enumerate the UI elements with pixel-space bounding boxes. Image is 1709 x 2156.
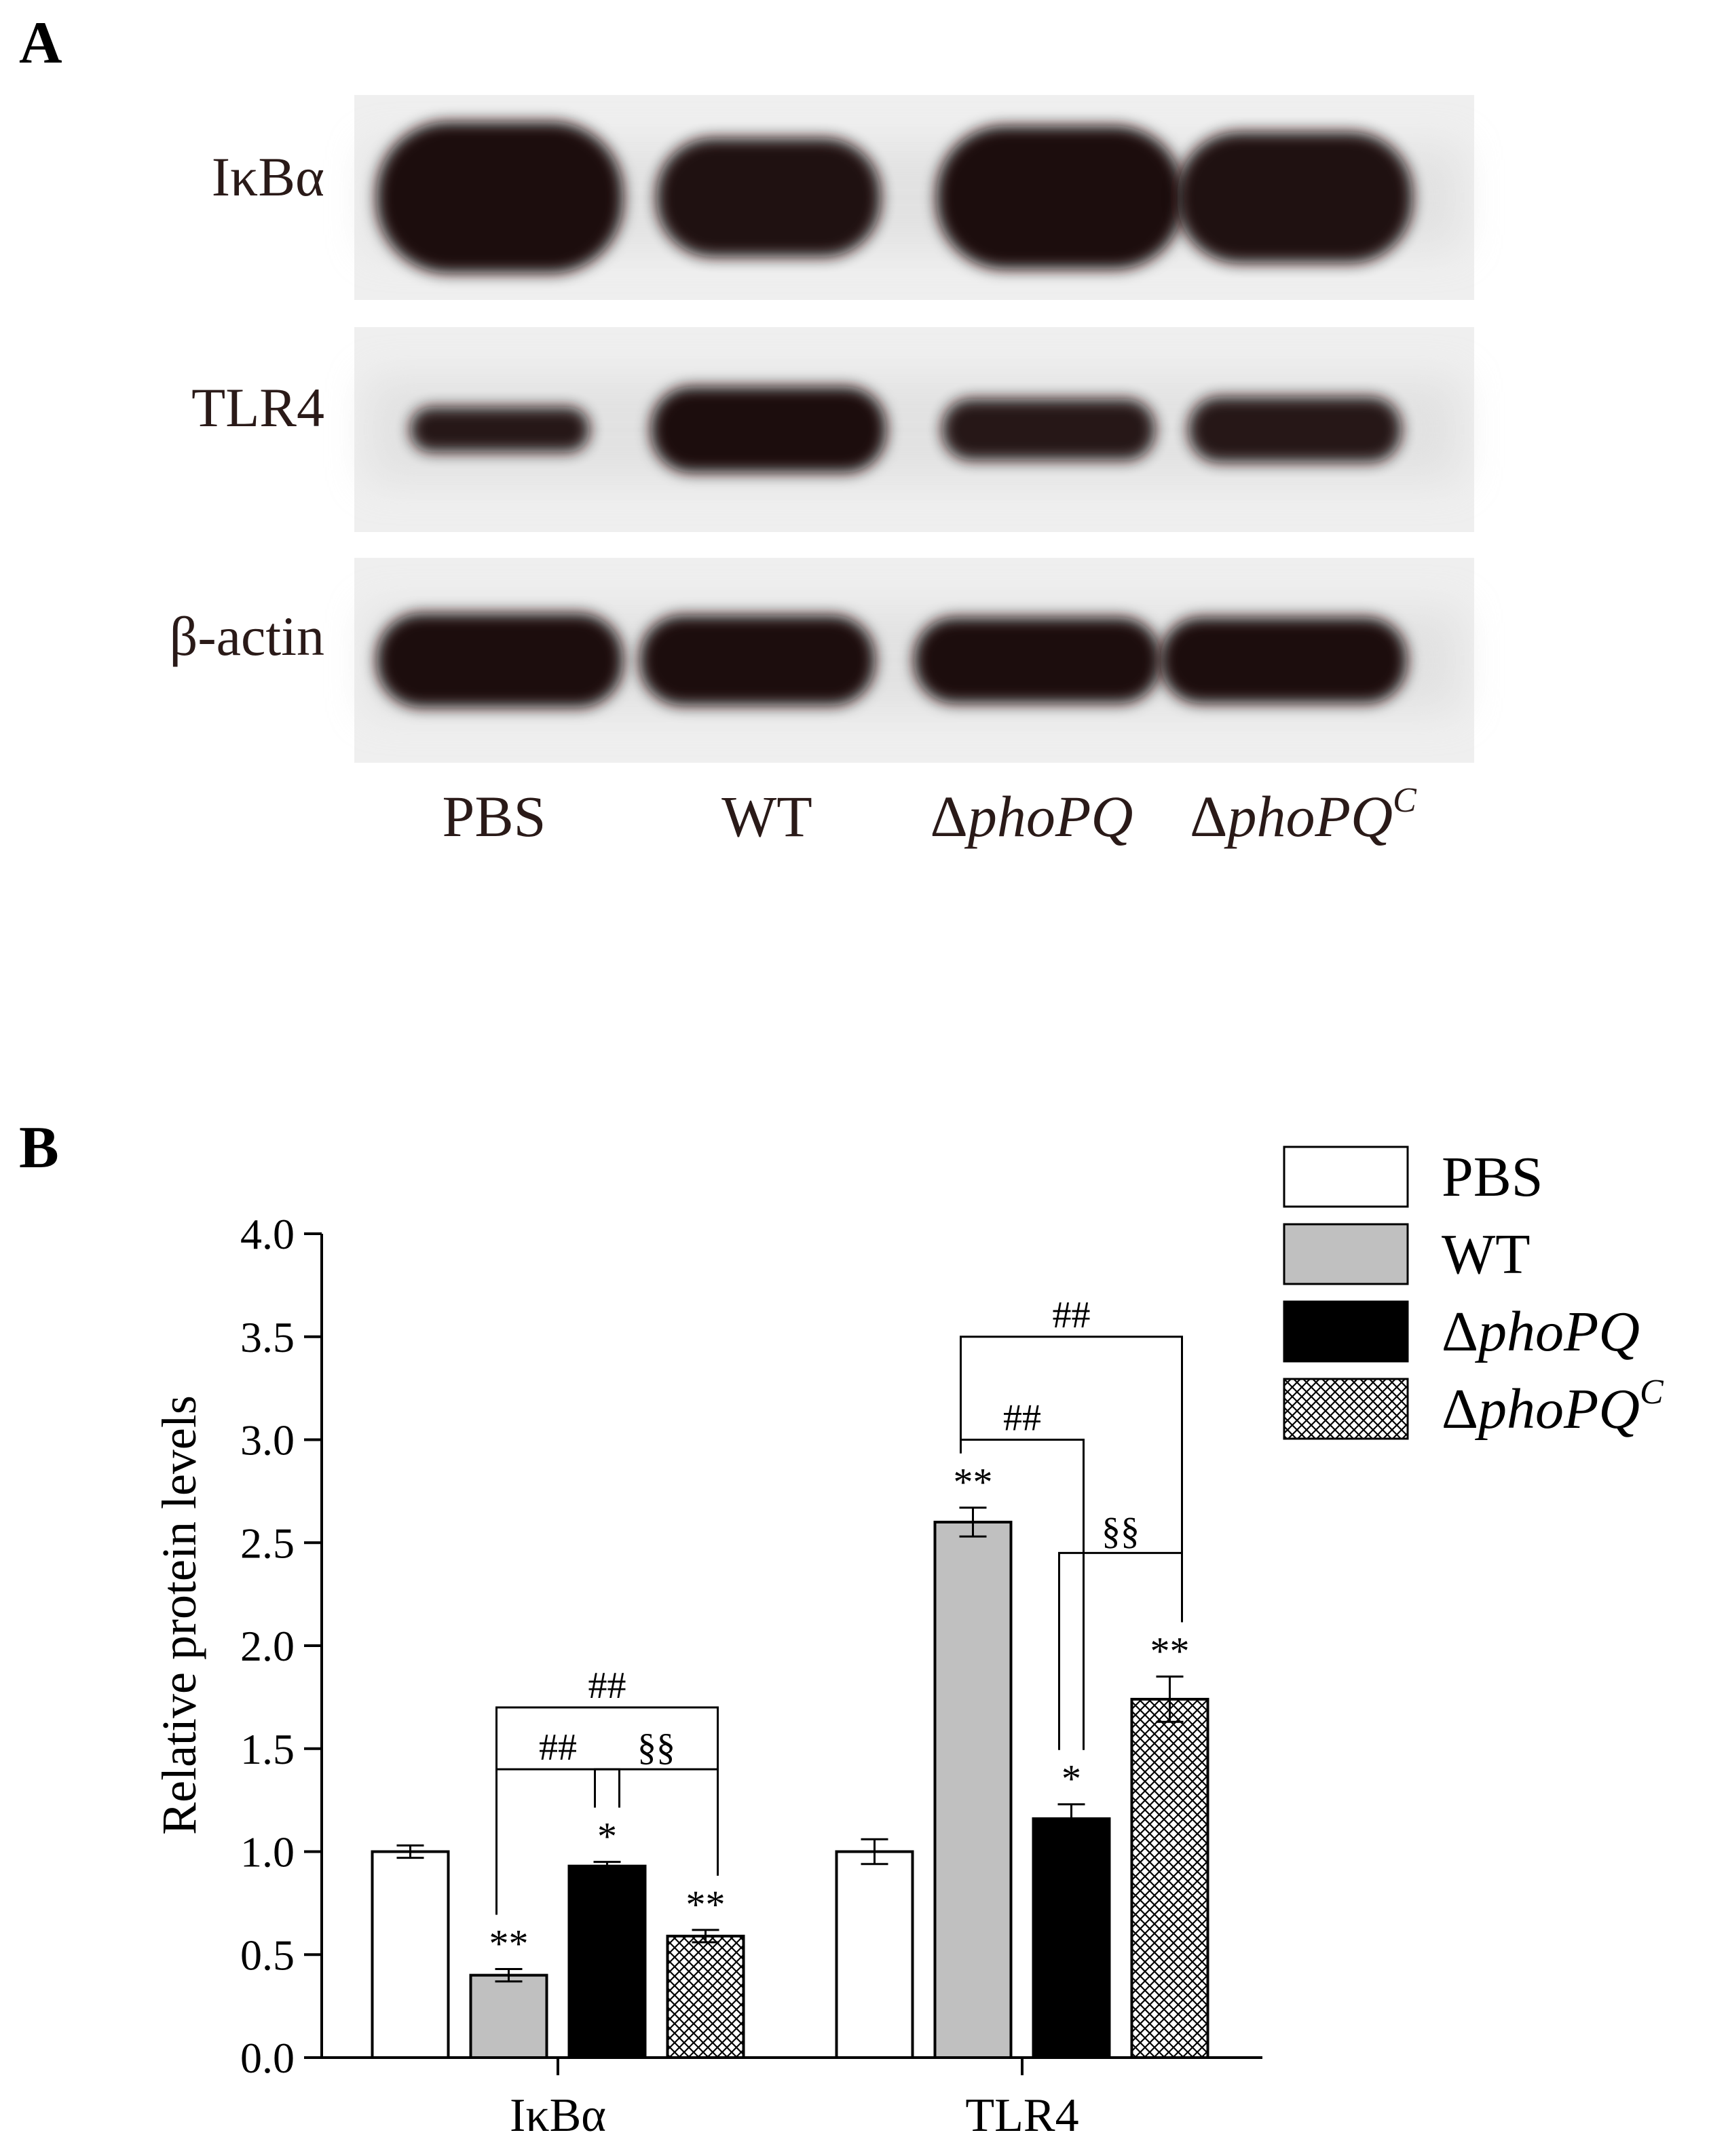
panel-a-label: A [19,10,62,76]
blot-band [937,126,1183,269]
y-tick-label: 0.0 [240,2034,295,2082]
significance-marker: ** [1150,1629,1190,1673]
blot-row-label: IκBα [212,146,324,208]
bar [371,1850,450,2059]
blot-row-label: β-actin [170,605,324,667]
blot-lane-labels: PBS WT ΔphoPQ ΔphoPQC [442,781,1417,849]
blot-band [410,406,590,453]
blot-lane-label: ΔphoPQ [931,784,1133,849]
blot-lane-label: PBS [442,784,546,849]
significance-brackets: ## §§ ## ## §§ ## [495,1294,1183,1915]
significance-marker: ** [686,1883,726,1927]
legend-label: ΔphoPQ [1442,1300,1640,1363]
blot-band [914,617,1161,704]
legend-label: ΔphoPQC [1442,1373,1664,1441]
panel-b-label: B [19,1115,59,1181]
bar [1032,1817,1111,2059]
blot-band [1177,132,1413,263]
legend-label: WT [1442,1223,1530,1286]
bar [933,1520,1013,2059]
bracket-label: §§ [637,1726,675,1769]
blot-band [656,138,881,257]
blot-band [651,386,886,473]
bar [666,1934,745,2060]
y-tick-label: 3.5 [240,1313,295,1361]
significance-marker: * [597,1815,617,1859]
blot-band [942,398,1155,461]
significance-marker: ** [489,1921,529,1965]
blot-band [1161,617,1407,704]
bracket-label: §§ [1102,1510,1140,1552]
blot-row-label: TLR4 [191,377,324,438]
y-tick-label: 3.0 [240,1416,295,1464]
y-tick-label: 2.0 [240,1622,295,1670]
blot-band [377,613,623,708]
western-blot [354,95,1474,763]
bracket-label: ## [1053,1294,1091,1336]
chart-axes: 0.0 0.5 1.0 1.5 2.0 2.5 3.0 3.5 4.0 IκBα TLR4 [240,1210,1262,2142]
x-category-label: IκBα [510,2089,606,2142]
bar [567,1864,647,2060]
blot-lane-label: ΔphoPQC [1190,781,1417,849]
legend-swatch [1283,1223,1409,1285]
significance-bracket [960,1336,1183,1623]
bracket-label: ## [539,1726,577,1769]
significance-bracket [495,1706,719,1915]
legend-swatch [1283,1300,1409,1363]
blot-band [377,121,623,273]
chart-legend: PBS WT ΔphoPQ ΔphoPQC [1283,1146,1664,1441]
blot-band [1188,396,1402,463]
y-tick-label: 2.5 [240,1519,295,1567]
bracket-label: ## [588,1665,626,1707]
blot-row-labels: IκBα TLR4 β-actin [170,146,324,667]
y-axis-label: Relative protein levels [152,1395,206,1835]
bar [469,1973,548,2060]
significance-marker: ** [954,1460,993,1505]
y-tick-label: 1.5 [240,1725,295,1773]
bracket-label: ## [1003,1397,1041,1439]
legend-label: PBS [1442,1146,1543,1209]
blot-band [639,615,876,706]
legend-swatch [1283,1146,1409,1208]
x-category-label: TLR4 [965,2089,1078,2142]
y-tick-label: 1.0 [240,1828,295,1876]
bar [835,1850,914,2059]
y-tick-label: 0.5 [240,1931,295,1979]
y-tick-label: 4.0 [240,1210,295,1258]
legend-swatch [1283,1378,1409,1440]
blot-lane-label: WT [721,784,812,849]
bar [1130,1697,1209,2059]
chart-bars: ********** [371,1460,1209,2060]
significance-marker: * [1062,1757,1081,1801]
